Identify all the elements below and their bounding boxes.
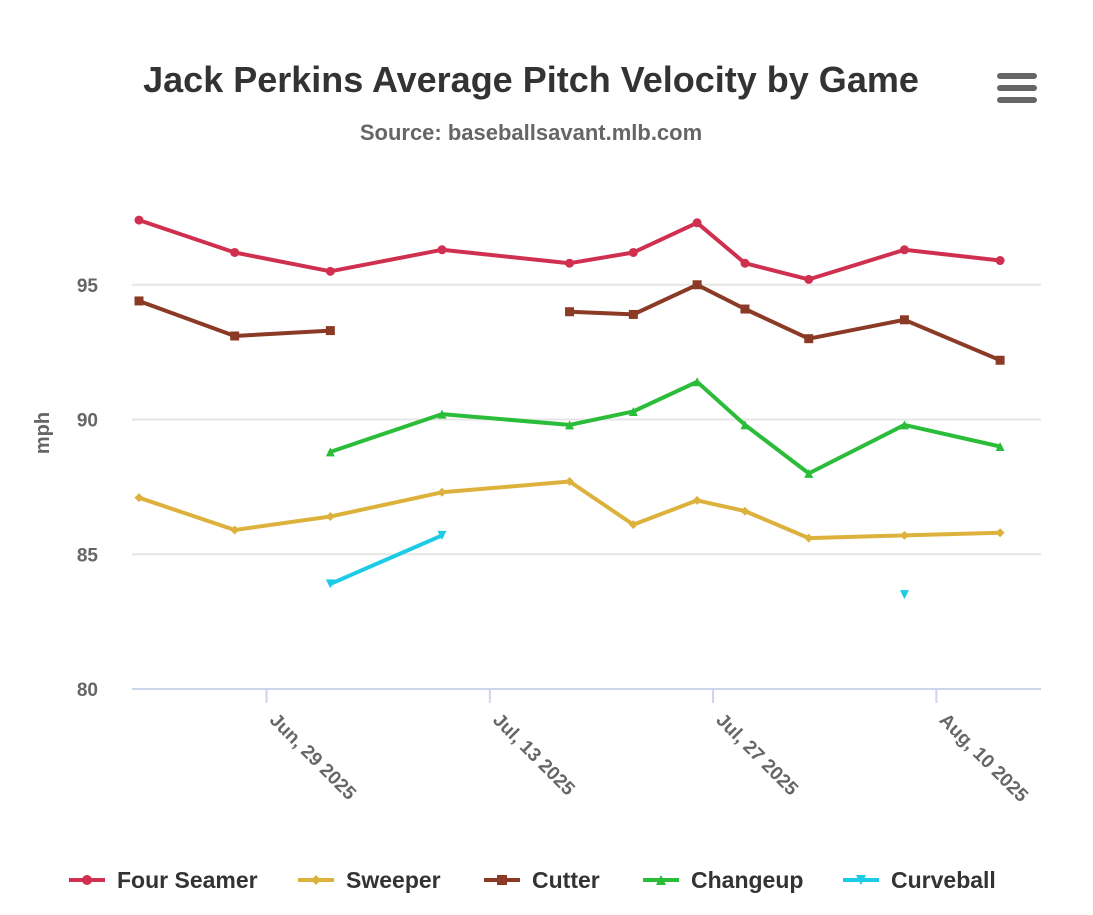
point-four-seamer-0[interactable] [134, 215, 144, 225]
chart-subtitle: Source: baseballsavant.mlb.com [360, 120, 702, 145]
x-tick-label-2: Jul, 27 2025 [712, 710, 803, 801]
point-cutter-0[interactable] [134, 296, 144, 306]
y-axis-title: mph [32, 412, 54, 454]
point-cutter-9[interactable] [899, 315, 909, 325]
series-cutter [134, 280, 1005, 365]
legend-marker-four-seamer[interactable] [82, 875, 92, 885]
point-cutter-6[interactable] [692, 280, 702, 290]
point-changeup-0[interactable] [325, 447, 335, 457]
series-curveball [325, 530, 909, 600]
point-sweeper-1[interactable] [230, 525, 240, 535]
point-changeup-7[interactable] [899, 420, 909, 430]
point-changeup-8[interactable] [995, 441, 1005, 451]
point-sweeper-5[interactable] [628, 520, 638, 530]
legend-item-sweeper[interactable]: Sweeper [298, 867, 441, 893]
point-sweeper-8[interactable] [804, 533, 814, 543]
y-axis-ticks: 80 85 90 95 [77, 276, 99, 701]
point-sweeper-2[interactable] [325, 512, 335, 522]
point-changeup-6[interactable] [804, 468, 814, 478]
point-cutter-5[interactable] [628, 309, 638, 319]
point-cutter-1[interactable] [230, 331, 240, 341]
y-tick-label-90: 90 [77, 411, 98, 432]
series-sweeper [134, 477, 1005, 543]
point-curveball-1[interactable] [437, 530, 447, 540]
point-sweeper-7[interactable] [740, 506, 750, 516]
point-cutter-4[interactable] [565, 307, 575, 317]
point-changeup-4[interactable] [692, 377, 702, 387]
series-line-changeup-0 [328, 379, 1003, 476]
y-tick-label-95: 95 [77, 276, 99, 297]
point-four-seamer-1[interactable] [230, 247, 240, 257]
point-sweeper-4[interactable] [565, 477, 575, 487]
y-tick-label-80: 80 [77, 680, 98, 701]
point-four-seamer-9[interactable] [899, 245, 909, 255]
x-tick-label-0: Jun, 29 2025 [265, 710, 360, 805]
point-four-seamer-5[interactable] [628, 247, 638, 257]
series-line-four-seamer-0 [137, 218, 1003, 282]
x-axis-ticks: Jun, 29 2025 Jul, 13 2025 Jul, 27 2025 Aug,… [265, 689, 1032, 807]
point-cutter-8[interactable] [804, 334, 814, 344]
point-cutter-2[interactable] [325, 326, 335, 336]
point-four-seamer-6[interactable] [692, 218, 702, 228]
point-sweeper-6[interactable] [692, 495, 702, 505]
point-sweeper-9[interactable] [899, 530, 909, 540]
point-curveball-3[interactable] [899, 590, 909, 600]
legend-label-sweeper: Sweeper [346, 867, 441, 893]
x-tick-label-1: Jul, 13 2025 [488, 710, 579, 801]
point-four-seamer-3[interactable] [437, 245, 447, 255]
legend-label-changeup: Changeup [691, 867, 803, 893]
point-cutter-10[interactable] [995, 355, 1005, 365]
series-line-cutter-0 [137, 299, 333, 338]
legend-item-curveball[interactable]: Curveball [843, 867, 996, 893]
point-four-seamer-4[interactable] [565, 258, 575, 268]
point-sweeper-10[interactable] [995, 528, 1005, 538]
series-four-seamer [134, 215, 1005, 284]
point-changeup-3[interactable] [628, 406, 638, 416]
series-line-curveball-0 [328, 533, 444, 586]
legend-marker-cutter[interactable] [497, 875, 507, 885]
point-cutter-7[interactable] [740, 304, 750, 314]
y-tick-label-85: 85 [77, 545, 99, 566]
series-group [134, 215, 1005, 600]
legend: Four Seamer Sweeper Cutter Changeup Curvebal… [69, 867, 996, 893]
chart-title: Jack Perkins Average Pitch Velocity by G… [143, 59, 919, 100]
point-curveball-0[interactable] [325, 579, 335, 589]
legend-item-cutter[interactable]: Cutter [484, 867, 600, 893]
legend-marker-sweeper[interactable] [311, 875, 321, 885]
legend-label-curveball: Curveball [891, 867, 996, 893]
series-line-cutter-1 [567, 282, 1003, 363]
legend-label-four-seamer: Four Seamer [117, 867, 258, 893]
legend-item-four-seamer[interactable]: Four Seamer [69, 867, 258, 893]
point-sweeper-3[interactable] [437, 487, 447, 497]
point-sweeper-0[interactable] [134, 493, 144, 503]
x-tick-label-3: Aug, 10 2025 [935, 710, 1032, 807]
series-line-sweeper-0 [137, 479, 1003, 541]
series-changeup [325, 377, 1005, 478]
legend-label-cutter: Cutter [532, 867, 600, 893]
point-four-seamer-2[interactable] [325, 266, 335, 276]
point-four-seamer-8[interactable] [804, 274, 814, 284]
legend-item-changeup[interactable]: Changeup [643, 867, 803, 893]
point-changeup-1[interactable] [437, 409, 447, 419]
legend-marker-curveball[interactable] [856, 875, 866, 885]
point-changeup-5[interactable] [740, 420, 750, 430]
point-four-seamer-10[interactable] [995, 256, 1005, 266]
menu-icon[interactable] [997, 73, 1037, 103]
point-four-seamer-7[interactable] [740, 258, 750, 268]
point-changeup-2[interactable] [565, 420, 575, 430]
legend-marker-changeup[interactable] [656, 875, 666, 885]
